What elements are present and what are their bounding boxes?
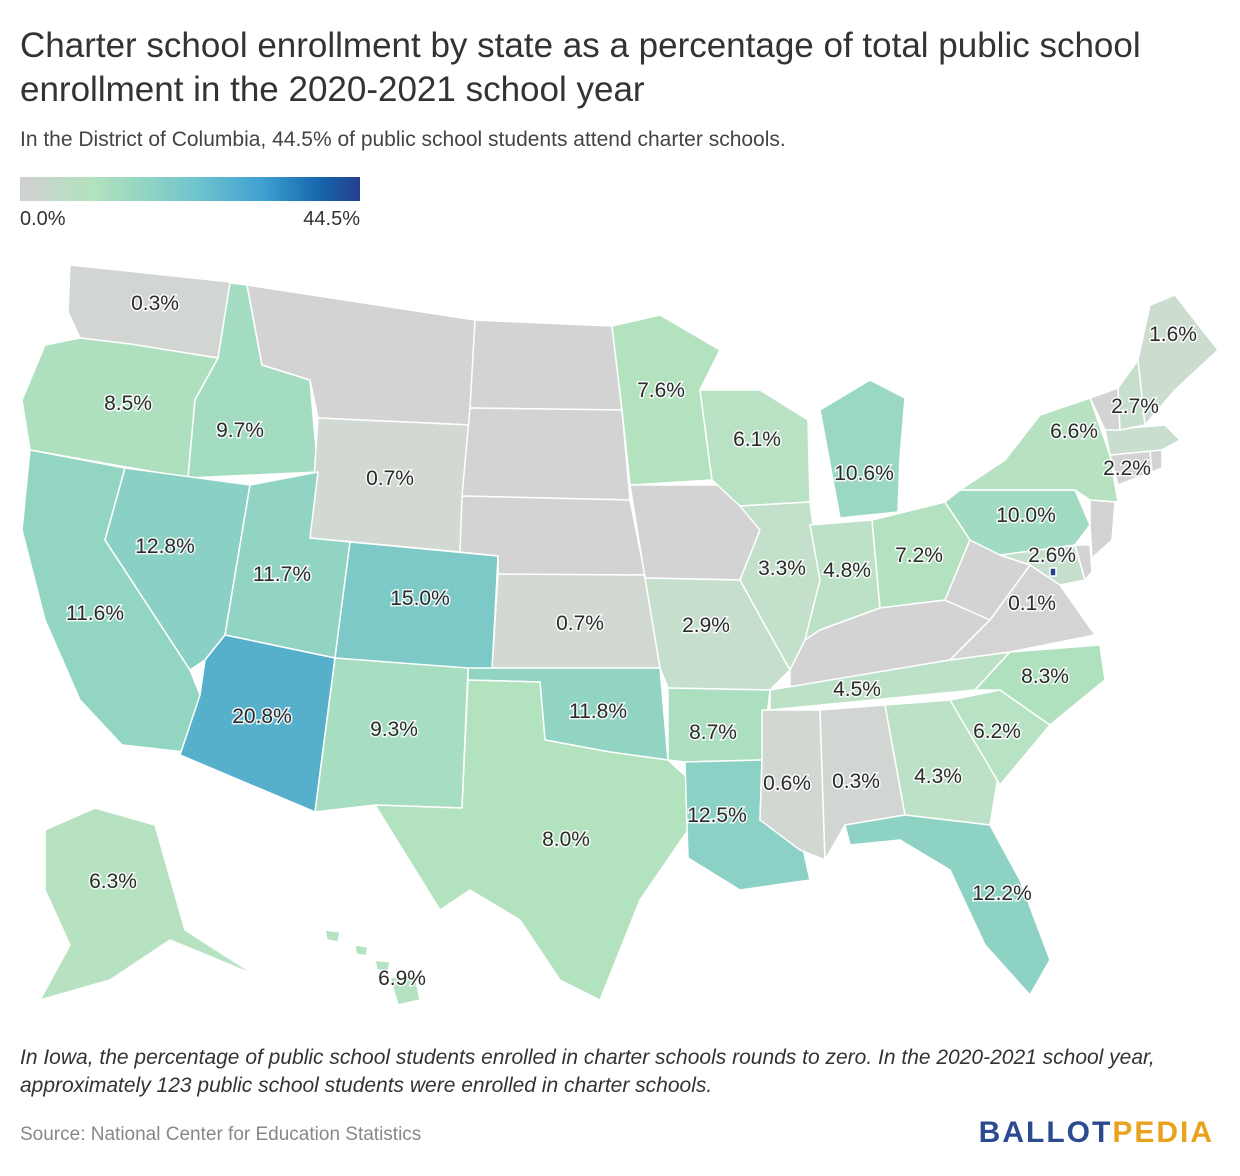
state-label-massachusetts: 2.2%	[1103, 457, 1151, 480]
ballotpedia-logo: BALLOTPEDIA	[978, 1116, 1214, 1149]
state-label-utah: 11.7%	[253, 563, 311, 586]
state-hawaii	[324, 929, 421, 1006]
state-delaware	[1074, 544, 1093, 581]
state-label-arkansas: 8.7%	[689, 721, 737, 744]
state-label-texas: 8.0%	[542, 828, 590, 851]
state-label-louisiana: 12.5%	[687, 804, 747, 827]
state-district-of-columbia	[1049, 567, 1057, 577]
state-label-oklahoma: 11.8%	[569, 700, 627, 723]
state-label-south-carolina: 6.2%	[973, 720, 1021, 743]
state-label-alaska: 6.3%	[89, 870, 137, 893]
legend-max-label: 44.5%	[303, 208, 360, 230]
state-north-dakota	[469, 319, 623, 411]
state-label-maine: 1.6%	[1149, 323, 1197, 346]
state-label-missouri: 2.9%	[682, 614, 730, 637]
state-alaska	[39, 807, 256, 1001]
state-michigan	[819, 379, 906, 519]
state-label-georgia: 4.3%	[914, 765, 962, 788]
state-south-dakota	[461, 407, 631, 501]
state-new-york	[959, 397, 1119, 503]
state-label-florida: 12.2%	[972, 882, 1032, 905]
state-label-washington: 0.3%	[131, 292, 179, 315]
chart-title: Charter school enrollment by state as a …	[20, 26, 1141, 109]
state-label-idaho: 9.7%	[216, 419, 264, 442]
legend-min-label: 0.0%	[20, 208, 66, 230]
state-label-michigan: 10.6%	[834, 462, 894, 485]
state-texas	[374, 679, 691, 1001]
state-massachusetts	[1104, 424, 1181, 456]
state-label-hawaii: 6.9%	[378, 967, 426, 990]
color-scale-legend	[20, 177, 360, 201]
state-label-pennsylvania: 10.0%	[996, 504, 1056, 527]
state-label-illinois: 3.3%	[758, 557, 806, 580]
state-label-alabama: 0.3%	[832, 770, 880, 793]
state-label-new-york: 6.6%	[1050, 420, 1098, 443]
state-label-new-hampshire: 2.7%	[1111, 395, 1159, 418]
state-label-wisconsin: 6.1%	[733, 428, 781, 451]
state-label-virginia: 0.1%	[1008, 592, 1056, 615]
us-choropleth-map: 0.3% 8.5% 11.6% 9.7% 12.8% 0.7% 11.7% 20.8% 15.0…	[21, 264, 1219, 1006]
state-label-north-carolina: 8.3%	[1021, 665, 1069, 688]
state-maine	[1137, 294, 1219, 426]
chart-subtitle: In the District of Columbia, 44.5% of pu…	[20, 128, 786, 151]
state-label-california: 11.6%	[66, 602, 124, 625]
state-label-kansas: 0.7%	[556, 612, 604, 635]
source-note: Source: National Center for Education St…	[20, 1124, 422, 1145]
footnote: In Iowa, the percentage of public school…	[20, 1046, 1155, 1097]
state-label-mississippi: 0.6%	[763, 772, 811, 795]
state-florida	[844, 814, 1051, 996]
state-rhode-island	[1149, 449, 1163, 473]
state-label-colorado: 15.0%	[390, 587, 450, 610]
state-label-arizona: 20.8%	[232, 705, 292, 728]
state-label-indiana: 4.8%	[823, 559, 871, 582]
state-label-new-mexico: 9.3%	[370, 718, 418, 741]
state-label-tennessee: 4.5%	[833, 678, 881, 701]
state-new-jersey	[1089, 499, 1116, 559]
state-label-ohio: 7.2%	[895, 544, 943, 567]
state-label-maryland: 2.6%	[1028, 544, 1076, 567]
state-label-nevada: 12.8%	[135, 535, 195, 558]
state-label-minnesota: 7.6%	[637, 379, 685, 402]
state-label-wyoming: 0.7%	[366, 467, 414, 490]
state-label-oregon: 8.5%	[104, 392, 152, 415]
